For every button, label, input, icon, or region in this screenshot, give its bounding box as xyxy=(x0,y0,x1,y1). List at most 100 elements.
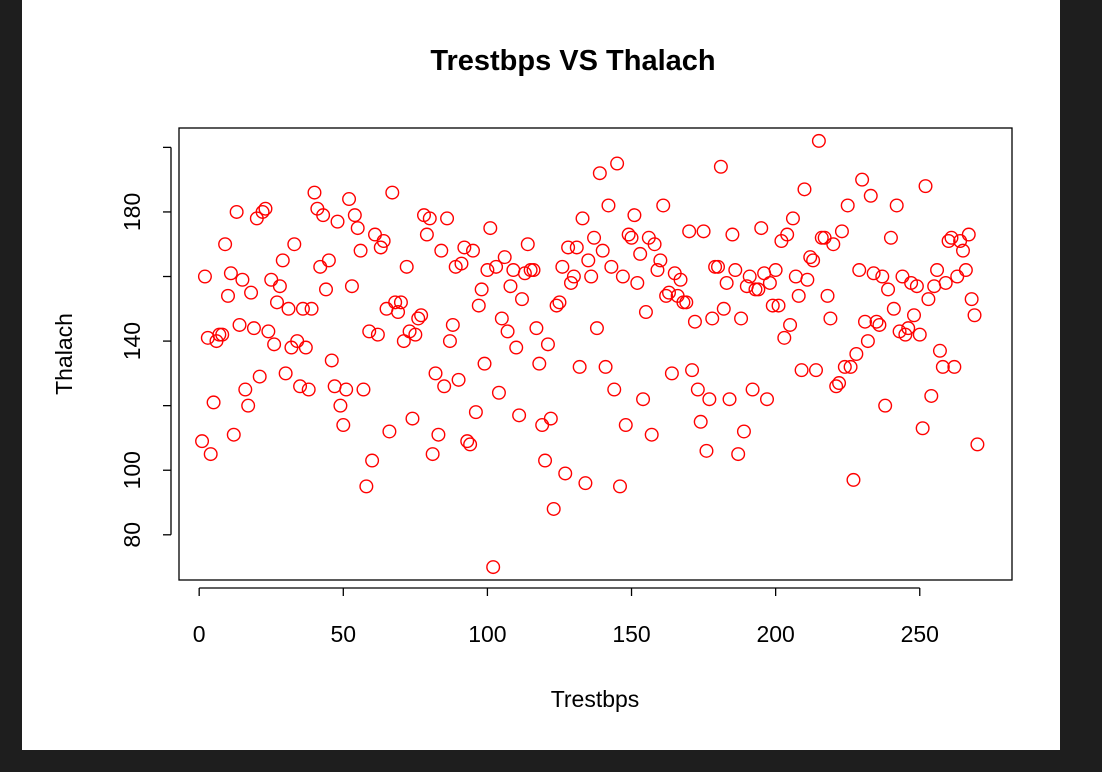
data-point xyxy=(728,263,743,278)
data-point xyxy=(362,324,377,339)
data-point xyxy=(840,198,855,213)
data-point xyxy=(843,359,858,374)
data-point xyxy=(878,398,893,413)
data-point xyxy=(503,279,518,294)
data-point xyxy=(832,376,847,391)
data-point xyxy=(909,279,924,294)
data-point xyxy=(569,240,584,255)
x-tick-label: 100 xyxy=(468,621,506,647)
data-point xyxy=(572,359,587,374)
data-point xyxy=(272,279,287,294)
data-point xyxy=(809,363,824,378)
data-point xyxy=(244,285,259,300)
data-point xyxy=(558,466,573,481)
data-point xyxy=(549,298,564,313)
data-point xyxy=(339,382,354,397)
data-point xyxy=(552,295,567,310)
data-point xyxy=(408,327,423,342)
data-point xyxy=(708,259,723,274)
data-point xyxy=(578,476,593,491)
data-point xyxy=(347,208,362,223)
data-point xyxy=(947,359,962,374)
data-point xyxy=(633,246,648,261)
data-point xyxy=(829,379,844,394)
data-point xyxy=(529,321,544,336)
data-point xyxy=(687,314,702,329)
data-point xyxy=(373,240,388,255)
data-point xyxy=(886,301,901,316)
data-point xyxy=(336,418,351,433)
data-point xyxy=(515,292,530,307)
data-point xyxy=(938,275,953,290)
data-point xyxy=(520,237,535,252)
data-point xyxy=(526,263,541,278)
data-point xyxy=(621,227,636,242)
data-point xyxy=(653,253,668,268)
data-point xyxy=(218,237,233,252)
data-point xyxy=(316,208,331,223)
data-point xyxy=(258,201,273,216)
data-point xyxy=(486,560,501,575)
data-point xyxy=(269,295,284,310)
data-point xyxy=(834,224,849,239)
data-point xyxy=(598,359,613,374)
data-point xyxy=(425,447,440,462)
data-point xyxy=(431,427,446,442)
data-point xyxy=(800,272,815,287)
data-point xyxy=(509,340,524,355)
data-point xyxy=(463,437,478,452)
y-axis-title: Thalach xyxy=(51,313,77,395)
data-point xyxy=(353,243,368,258)
data-point xyxy=(333,398,348,413)
data-point xyxy=(771,298,786,313)
data-point xyxy=(195,434,210,449)
data-point xyxy=(428,366,443,381)
data-point xyxy=(912,327,927,342)
data-point xyxy=(327,379,342,394)
data-point xyxy=(321,253,336,268)
data-point xyxy=(267,337,282,352)
data-point xyxy=(264,272,279,287)
data-point xyxy=(777,330,792,345)
data-point xyxy=(935,359,950,374)
data-point xyxy=(673,272,688,287)
data-point xyxy=(762,275,777,290)
data-point xyxy=(229,204,244,219)
data-point xyxy=(440,211,455,226)
x-tick-label: 200 xyxy=(756,621,794,647)
data-point xyxy=(595,243,610,258)
data-point xyxy=(512,408,527,423)
data-point xyxy=(751,282,766,297)
y-tick-label: 100 xyxy=(119,451,145,489)
data-point xyxy=(540,337,555,352)
data-point xyxy=(434,243,449,258)
data-point xyxy=(307,185,322,200)
data-point xyxy=(823,311,838,326)
data-point xyxy=(811,133,826,148)
data-point xyxy=(393,295,408,310)
data-point xyxy=(610,156,625,171)
data-point xyxy=(601,198,616,213)
data-point xyxy=(365,453,380,468)
data-point xyxy=(466,243,481,258)
data-point xyxy=(471,298,486,313)
data-point xyxy=(388,295,403,310)
data-point xyxy=(817,230,832,245)
data-point xyxy=(359,479,374,494)
data-point xyxy=(232,317,247,332)
data-point xyxy=(313,259,328,274)
data-point xyxy=(396,334,411,349)
data-point xyxy=(506,263,521,278)
data-point xyxy=(604,259,619,274)
data-point xyxy=(636,392,651,407)
data-point xyxy=(679,295,694,310)
x-tick-label: 150 xyxy=(612,621,650,647)
data-point xyxy=(457,240,472,255)
x-axis: 0 50 100 150 200 250 xyxy=(193,587,939,647)
data-point xyxy=(206,395,221,410)
data-point xyxy=(483,221,498,236)
data-point xyxy=(638,305,653,320)
data-point xyxy=(235,272,250,287)
chart-title: Trestbps VS Thalach xyxy=(430,45,715,77)
data-point xyxy=(592,166,607,181)
